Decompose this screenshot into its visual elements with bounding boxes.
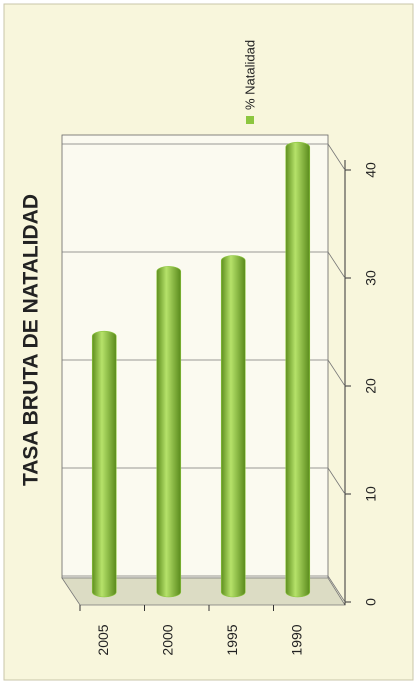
legend-swatch	[246, 116, 254, 124]
y-tick-label: 10	[363, 486, 379, 502]
y-tick-label: 0	[363, 598, 379, 606]
bar	[91, 330, 117, 598]
grid-line	[327, 143, 346, 171]
y-tick-label: 40	[363, 162, 379, 178]
grid-line	[327, 251, 346, 279]
x-tick-label: 2000	[159, 624, 175, 655]
bar	[285, 141, 311, 598]
y-tick-label: 30	[363, 270, 379, 286]
x-tick-label: 1995	[224, 624, 240, 655]
x-tick-label: 1990	[288, 624, 304, 655]
x-tick-label: 2005	[95, 624, 111, 655]
y-tick-label: 20	[363, 378, 379, 394]
legend-label: % Natalidad	[242, 40, 257, 110]
grid-line	[327, 359, 346, 387]
bar	[220, 255, 246, 598]
bar	[156, 266, 182, 598]
grid-line	[327, 467, 346, 495]
chart-title: TASA BRUTA DE NATALIDAD	[20, 194, 43, 486]
grid-line	[327, 575, 346, 603]
